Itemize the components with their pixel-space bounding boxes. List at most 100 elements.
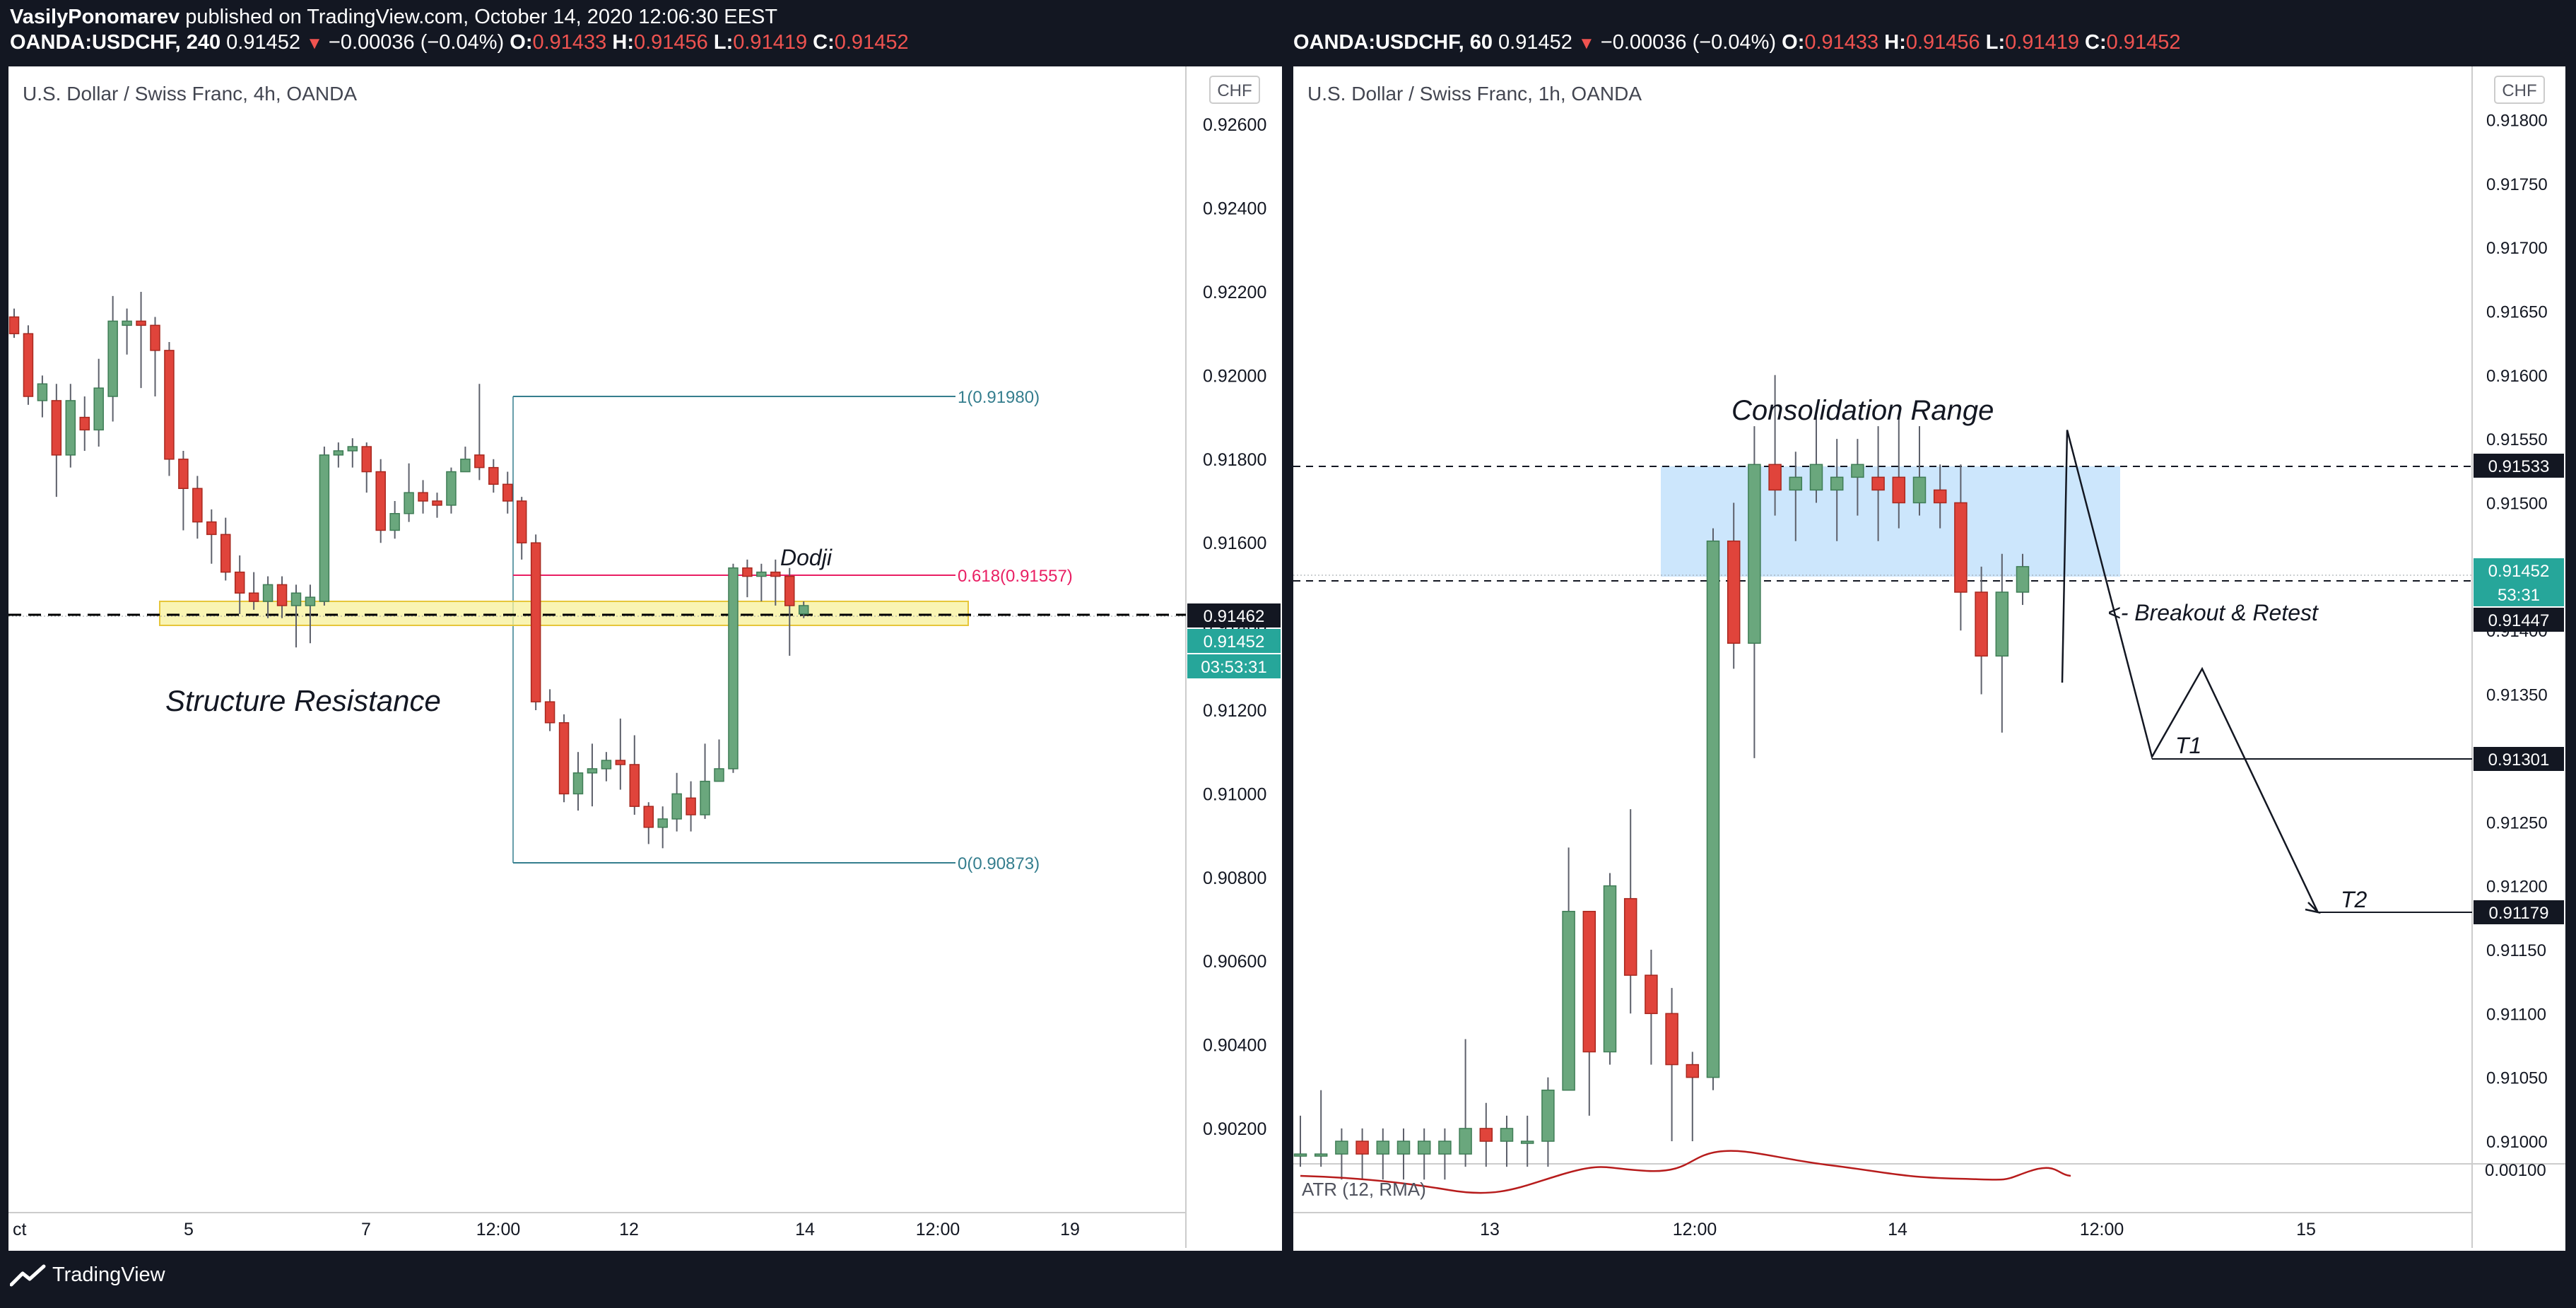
right-c-label: C: [2085, 31, 2107, 54]
right-change: −0.00036 (−0.04%) [1600, 31, 1777, 54]
left-time-tick: ct [13, 1220, 27, 1239]
left-time-axis[interactable]: ct 5 7 12:00 12 14 12:00 19 [13, 1220, 1080, 1239]
lower-line-price-tag [2474, 608, 2564, 632]
left-candle-body [23, 333, 34, 397]
left-price-tick: 0.90800 [1203, 868, 1266, 888]
right-price-tick: 0.91200 [2486, 878, 2548, 897]
left-price-tick: 0.92200 [1203, 283, 1266, 302]
left-symbol[interactable]: OANDA:USDCHF, 240 [10, 31, 221, 54]
right-candle-body [1582, 910, 1596, 1053]
tradingview-brand[interactable]: TradingView [52, 1263, 165, 1286]
right-chart-title: U.S. Dollar / Swiss Franc, 1h, OANDA [1307, 83, 1642, 105]
left-currency-text: CHF [1217, 81, 1252, 100]
left-price-tick: 0.92400 [1203, 199, 1266, 219]
t1-price-tag [2474, 747, 2564, 771]
left-candle-body [502, 483, 513, 502]
right-candle-body [1603, 885, 1617, 1053]
right-candle-body [1645, 974, 1658, 1015]
left-price-tick: 0.90200 [1203, 1119, 1266, 1139]
right-candle-body [1562, 910, 1575, 1091]
publication-line: VasilyPonomarev published on TradingView… [10, 6, 777, 29]
right-time-tick: 12:00 [2080, 1220, 2124, 1239]
right-candle-body [1809, 464, 1823, 491]
t2-price-tag [2474, 900, 2564, 924]
t2-price-text: 0.91179 [2489, 904, 2549, 923]
right-price-tick: 0.91600 [2486, 367, 2548, 386]
right-candle-body [1995, 591, 2009, 657]
author-name[interactable]: VasilyPonomarev [10, 6, 180, 28]
right-candle-body [2016, 566, 2030, 593]
down-triangle-icon: ▼ [1577, 34, 1595, 53]
left-countdown-tag [1187, 654, 1281, 678]
left-candle-body [93, 387, 104, 431]
tradingview-logo-icon[interactable] [10, 1263, 47, 1288]
left-candle-body [700, 780, 710, 815]
right-low: 0.91419 [2005, 31, 2079, 54]
right-candle-body [1830, 476, 1844, 491]
left-candle-body [178, 459, 189, 489]
right-symbol[interactable]: OANDA:USDCHF, 60 [1293, 31, 1493, 54]
right-price-tick: 0.91050 [2486, 1069, 2548, 1088]
fib-label-1: 1(0.91980) [958, 388, 1040, 407]
atr-label[interactable]: ATR (12, RMA) [1302, 1179, 1426, 1200]
left-candle-body [657, 818, 668, 828]
right-candle-body [1355, 1141, 1369, 1155]
left-candle-body [347, 446, 358, 452]
right-candles [1293, 375, 2030, 1180]
left-candle-body [770, 571, 781, 577]
left-time-tick: 12 [619, 1220, 639, 1239]
left-candle-body [728, 567, 739, 770]
left-candle-body [558, 722, 570, 795]
right-candle-body [1479, 1128, 1493, 1142]
right-h-label: H: [1884, 31, 1906, 54]
left-time-tick: 14 [795, 1220, 815, 1239]
right-candle-body [1665, 1013, 1678, 1066]
left-close: 0.91452 [834, 31, 909, 54]
left-candle-body [572, 772, 584, 795]
publication-text: published on TradingView.com, October 14… [185, 6, 778, 28]
right-candle-body [1335, 1141, 1348, 1155]
left-price-tick: 0.91000 [1203, 784, 1266, 804]
left-candle-body [333, 450, 344, 456]
left-candle-body [446, 471, 457, 506]
right-chart-panel[interactable]: ATR (12, RMA) 0.00100 0.91800 0.91750 0.91… [1293, 66, 2565, 1251]
consolidation-range-label: Consolidation Range [1731, 395, 1994, 426]
left-candle-body [150, 324, 160, 351]
right-candle-body [1748, 464, 1761, 644]
left-candle-body [262, 584, 274, 602]
left-candle-body [290, 592, 302, 606]
right-currency-badge[interactable] [2494, 76, 2545, 104]
left-candle-body [305, 596, 316, 606]
left-chart-canvas[interactable]: 1(0.91980) 0.618(0.91557) 0(0.90873) 0.9… [8, 66, 1282, 1251]
right-candle-body [1768, 464, 1782, 491]
left-candle-body [544, 701, 555, 724]
right-candle-body [1871, 476, 1885, 491]
projection-path[interactable] [2061, 430, 2319, 914]
t1-label: T1 [2175, 733, 2201, 758]
left-time-tick: 19 [1060, 1220, 1080, 1239]
left-line-price-text: 0.91462 [1204, 607, 1265, 626]
left-candle-body [220, 534, 231, 573]
footer-bar: TradingView [0, 1251, 2576, 1308]
left-candle-body [516, 500, 527, 543]
arrow-head-icon [2305, 902, 2321, 914]
left-price-tick: 0.92600 [1203, 115, 1266, 135]
right-countdown-tag [2474, 582, 2564, 606]
right-time-axis[interactable]: 13 12:00 14 12:00 15 [1480, 1220, 2316, 1239]
left-candle-body [474, 454, 485, 469]
right-l-label: L: [1985, 31, 2006, 54]
left-chart-panel[interactable]: 1(0.91980) 0.618(0.91557) 0(0.90873) 0.9… [8, 66, 1282, 1251]
right-last-price-text: 0.91452 [2488, 562, 2550, 581]
left-high: 0.91456 [633, 31, 708, 54]
right-chart-canvas[interactable]: ATR (12, RMA) 0.00100 0.91800 0.91750 0.91… [1293, 66, 2565, 1251]
left-candle-body [587, 768, 598, 774]
left-currency-badge[interactable] [1209, 76, 1260, 104]
right-candle-body [1933, 489, 1947, 504]
right-candle-body [1396, 1141, 1411, 1155]
panel-divider[interactable] [1282, 66, 1293, 1251]
left-candle-body [8, 316, 20, 334]
right-open: 0.91433 [1804, 31, 1879, 54]
fib-label-0: 0(0.90873) [958, 854, 1040, 873]
upper-line-price-text: 0.91533 [2488, 457, 2550, 476]
left-candle-body [714, 768, 724, 782]
